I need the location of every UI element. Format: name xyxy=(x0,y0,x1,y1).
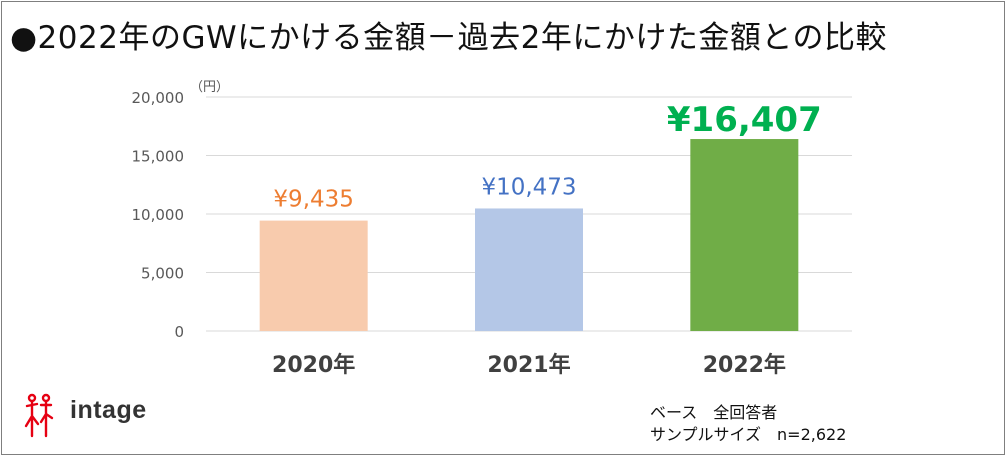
bar-value-label: ¥10,473 xyxy=(481,174,576,200)
y-tick-label: 20,000 xyxy=(132,89,185,107)
bars xyxy=(259,139,799,331)
brand-name: intage xyxy=(70,396,147,424)
x-axis-labels: 2020年 2021年 2022年 xyxy=(272,352,786,378)
x-tick-label: 2021年 xyxy=(487,352,570,378)
y-axis-ticks: 0 5,000 10,000 15,000 20,000 xyxy=(132,89,185,341)
bar-value-label: ¥16,407 xyxy=(667,100,822,140)
y-tick-label: 15,000 xyxy=(132,148,185,166)
y-tick-label: 5,000 xyxy=(141,265,184,283)
bar-value-label: ¥9,435 xyxy=(273,187,353,213)
y-unit-label: （円） xyxy=(190,80,229,95)
base-note: ベース 全回答者 xyxy=(650,403,778,422)
chart-title: ●2022年のGWにかける金額－過去2年にかけた金額との比較 xyxy=(10,20,888,56)
x-tick-label: 2022年 xyxy=(703,352,786,378)
x-tick-label: 2020年 xyxy=(272,352,355,378)
y-tick-label: 10,000 xyxy=(132,206,185,224)
y-tick-label: 0 xyxy=(174,323,184,341)
bar xyxy=(475,208,583,331)
sample-size-note: サンプルサイズ n=2,622 xyxy=(650,425,847,444)
value-labels: ¥9,435 ¥10,473 ¥16,407 xyxy=(273,100,821,213)
intage-logo-icon xyxy=(24,393,54,438)
bar xyxy=(690,139,799,331)
bar xyxy=(259,220,368,331)
